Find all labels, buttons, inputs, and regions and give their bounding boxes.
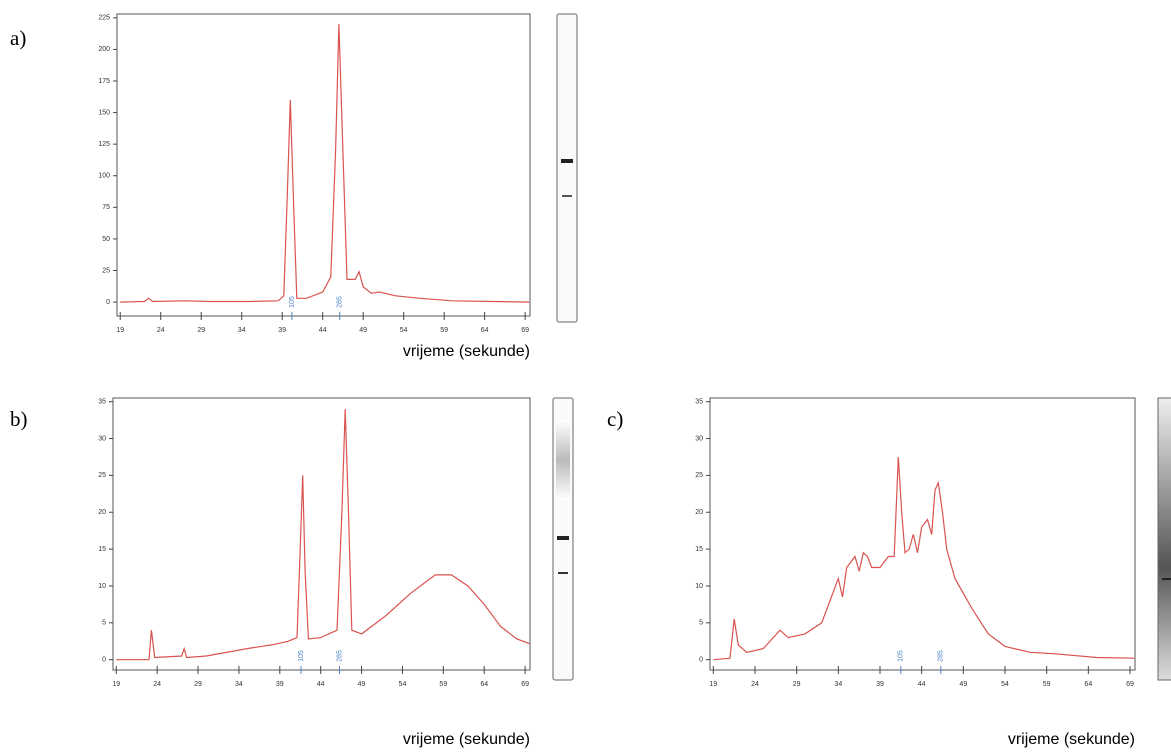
x-tick-label: 39 xyxy=(876,681,884,688)
x-tick-label: 19 xyxy=(116,327,124,334)
y-tick-label: 20 xyxy=(98,509,106,516)
y-tick-label: 0 xyxy=(699,657,703,664)
x-tick-label: 59 xyxy=(439,681,447,688)
y-tick-label: 125 xyxy=(98,141,110,148)
x-tick-label: 64 xyxy=(1084,681,1092,688)
y-tick-label: 0 xyxy=(102,657,106,664)
y-tick-label: 35 xyxy=(98,399,106,406)
x-tick-label: 49 xyxy=(959,681,967,688)
x-tick-label: 39 xyxy=(278,327,286,334)
y-tick-label: 100 xyxy=(98,173,110,180)
x-tick-label: 44 xyxy=(918,681,926,688)
x-tick-label: 34 xyxy=(834,681,842,688)
y-tick-label: 200 xyxy=(98,46,110,53)
y-tick-label: 25 xyxy=(102,267,110,274)
x-tick-label: 24 xyxy=(751,681,759,688)
y-tick-label: 175 xyxy=(98,78,110,85)
x-tick-label: 39 xyxy=(276,681,284,688)
y-tick-label: 30 xyxy=(695,435,703,442)
y-tick-label: 150 xyxy=(98,109,110,116)
x-tick-label: 49 xyxy=(359,327,367,334)
y-tick-label: 25 xyxy=(98,472,106,479)
y-tick-label: 15 xyxy=(98,546,106,553)
gel-lane-a xyxy=(556,13,578,323)
chart-panel: a) vrijeme (sekunde) 0 25 50 75 100 125 150 175 20… xyxy=(10,13,531,360)
y-tick-label: 50 xyxy=(102,236,110,243)
annotation: 105 xyxy=(298,650,305,662)
data-line xyxy=(116,409,530,661)
x-tick-label: 29 xyxy=(194,681,202,688)
y-tick-label: 25 xyxy=(695,472,703,479)
x-tick-label: 49 xyxy=(358,681,366,688)
x-tick-label: 44 xyxy=(319,327,327,334)
panel-label: a) xyxy=(10,26,26,50)
x-axis-label: vrijeme (sekunde) xyxy=(403,343,530,360)
x-tick-label: 29 xyxy=(793,681,801,688)
x-tick-label: 64 xyxy=(480,681,488,688)
panel-label: b) xyxy=(10,407,28,431)
y-tick-label: 225 xyxy=(98,15,110,22)
annotation: 285 xyxy=(336,650,343,662)
x-tick-label: 54 xyxy=(399,681,407,688)
plot-frame xyxy=(116,13,531,317)
x-tick-label: 54 xyxy=(1001,681,1009,688)
y-tick-label: 5 xyxy=(102,620,106,627)
y-tick-label: 75 xyxy=(102,204,110,211)
annotation: 285 xyxy=(337,296,344,308)
gel-lane-c xyxy=(1157,397,1171,681)
x-tick-label: 59 xyxy=(1043,681,1051,688)
x-axis-label: vrijeme (sekunde) xyxy=(1008,731,1135,748)
x-tick-label: 29 xyxy=(197,327,205,334)
x-tick-label: 59 xyxy=(440,327,448,334)
y-tick-label: 10 xyxy=(98,583,106,590)
x-tick-label: 64 xyxy=(481,327,489,334)
x-tick-label: 34 xyxy=(235,681,243,688)
x-tick-label: 24 xyxy=(157,327,165,334)
x-tick-label: 19 xyxy=(709,681,717,688)
annotation: 105 xyxy=(898,650,905,662)
y-tick-label: 0 xyxy=(106,299,110,306)
x-tick-label: 34 xyxy=(238,327,246,334)
x-tick-label: 69 xyxy=(1126,681,1134,688)
y-tick-label: 15 xyxy=(695,546,703,553)
y-tick-label: 10 xyxy=(695,583,703,590)
x-tick-label: 54 xyxy=(400,327,408,334)
data-line xyxy=(120,24,530,303)
y-tick-label: 5 xyxy=(699,620,703,627)
data-line xyxy=(713,456,1135,661)
y-tick-label: 35 xyxy=(695,399,703,406)
x-tick-label: 19 xyxy=(112,681,120,688)
y-tick-label: 20 xyxy=(695,509,703,516)
x-tick-label: 44 xyxy=(317,681,325,688)
plot-frame xyxy=(709,397,1136,671)
x-tick-label: 69 xyxy=(521,327,529,334)
plot-frame xyxy=(112,397,531,671)
chart-panel: c) vrijeme (sekunde) 0 5 10 15 20 25 30 35 19 24 29 3… xyxy=(607,397,1136,748)
x-axis-label: vrijeme (sekunde) xyxy=(403,731,530,748)
x-tick-label: 69 xyxy=(521,681,529,688)
x-tick-label: 24 xyxy=(153,681,161,688)
annotation: 105 xyxy=(289,296,296,308)
gel-lane-b xyxy=(552,397,574,681)
chart-panel: b) vrijeme (sekunde) 0 5 10 15 20 25 30 35 19 24 29 3… xyxy=(10,397,531,748)
y-tick-label: 30 xyxy=(98,435,106,442)
annotation: 285 xyxy=(938,650,945,662)
panel-label: c) xyxy=(607,407,623,431)
